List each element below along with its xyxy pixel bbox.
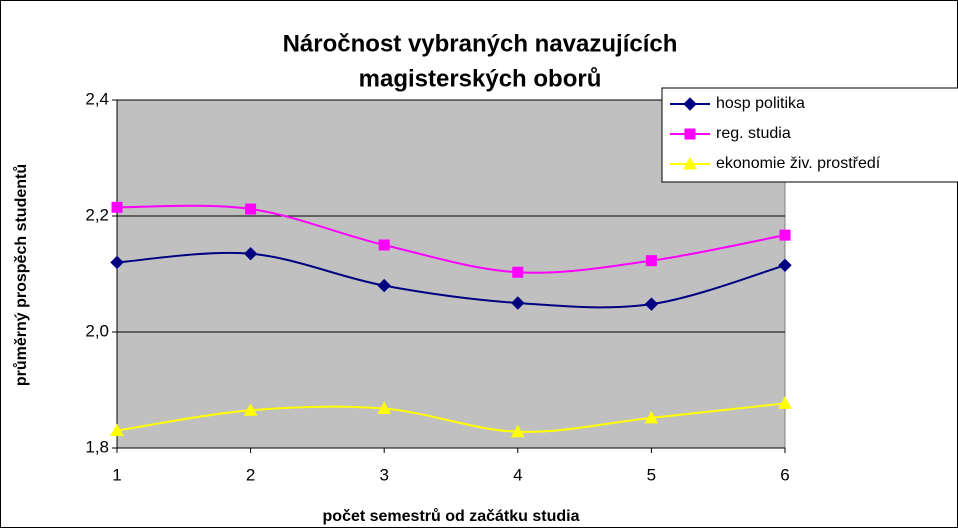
marker xyxy=(644,297,659,311)
marker xyxy=(644,410,659,424)
legend-marker xyxy=(683,97,697,111)
marker xyxy=(111,201,123,213)
y-tick-label: 2,2 xyxy=(85,205,109,224)
x-tick-label: 6 xyxy=(780,465,789,484)
x-tick-label: 3 xyxy=(379,465,388,484)
legend-marker xyxy=(683,156,697,170)
marker xyxy=(110,255,124,270)
marker xyxy=(377,278,391,293)
series-line xyxy=(116,251,786,309)
y-tick-label: 2,4 xyxy=(85,89,109,108)
series-line xyxy=(116,204,786,274)
marker xyxy=(243,403,258,416)
x-tick-label: 5 xyxy=(647,465,656,484)
marker xyxy=(778,258,792,273)
marker xyxy=(510,424,525,438)
marker xyxy=(377,401,392,415)
y-axis-label: průměrný prospěch studentů xyxy=(13,164,30,386)
marker xyxy=(378,239,390,251)
x-axis-label: počet semestrů od začátku studia xyxy=(323,508,580,525)
series-line xyxy=(116,402,786,433)
chart-title: magisterských oborů xyxy=(359,65,602,92)
marker xyxy=(243,246,258,261)
marker xyxy=(645,255,657,267)
chart-title: Náročnost vybraných navazujících xyxy=(283,30,678,57)
y-tick-label: 2,0 xyxy=(85,321,109,340)
x-tick-label: 2 xyxy=(246,465,255,484)
marker xyxy=(779,229,791,241)
y-tick-label: 1,8 xyxy=(85,437,109,456)
legend-label: hosp politika xyxy=(716,95,805,112)
marker xyxy=(778,396,792,409)
legend-box xyxy=(661,87,958,183)
marker xyxy=(110,423,124,437)
marker xyxy=(512,266,524,278)
legend-label: ekonomie živ. prostředí xyxy=(716,155,881,172)
x-tick-label: 4 xyxy=(513,465,522,484)
legend-marker xyxy=(684,128,696,140)
marker xyxy=(245,203,257,215)
x-tick-label: 1 xyxy=(112,465,121,484)
marker xyxy=(511,296,525,310)
legend-label: reg. studia xyxy=(716,125,791,142)
